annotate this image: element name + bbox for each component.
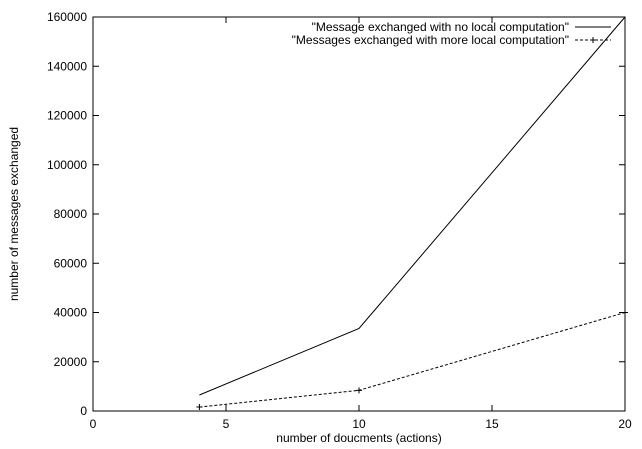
x-tick-label: 0 <box>90 417 97 431</box>
series-layer <box>196 16 628 411</box>
series-1-line <box>199 16 626 396</box>
x-tick-label: 5 <box>223 417 230 431</box>
y-tick-label: 40000 <box>54 306 88 320</box>
y-tick-label: 100000 <box>47 158 87 172</box>
series-2-point <box>356 387 362 394</box>
y-tick-label: 120000 <box>47 109 87 123</box>
y-tick-label: 80000 <box>54 207 88 221</box>
x-tick-label: 15 <box>485 417 499 431</box>
legend-label-2: "Messages exchanged with more local comp… <box>292 33 569 47</box>
y-tick-label: 160000 <box>47 10 87 24</box>
series-2-point <box>196 404 203 411</box>
y-tick-label: 20000 <box>54 355 88 369</box>
y-tick-label: 60000 <box>54 256 88 270</box>
legend: "Message exchanged with no local computa… <box>292 20 611 47</box>
legend-label-1: "Message exchanged with no local computa… <box>312 20 569 34</box>
y-tick-label: 0 <box>80 404 87 418</box>
y-axis-title: number of messages exchanged <box>7 127 21 301</box>
x-tick-label: 10 <box>352 417 366 431</box>
axis-ticks: 0 5 10 15 20 0 20000 40000 60000 80000 100000 12000… <box>47 10 632 431</box>
plot-frame <box>92 16 626 412</box>
x-tick-label: 20 <box>618 417 632 431</box>
x-axis-title: number of doucments (actions) <box>276 431 441 445</box>
series-2-line <box>199 312 626 408</box>
y-tick-label: 140000 <box>47 59 87 73</box>
legend-marker-2 <box>590 37 596 43</box>
